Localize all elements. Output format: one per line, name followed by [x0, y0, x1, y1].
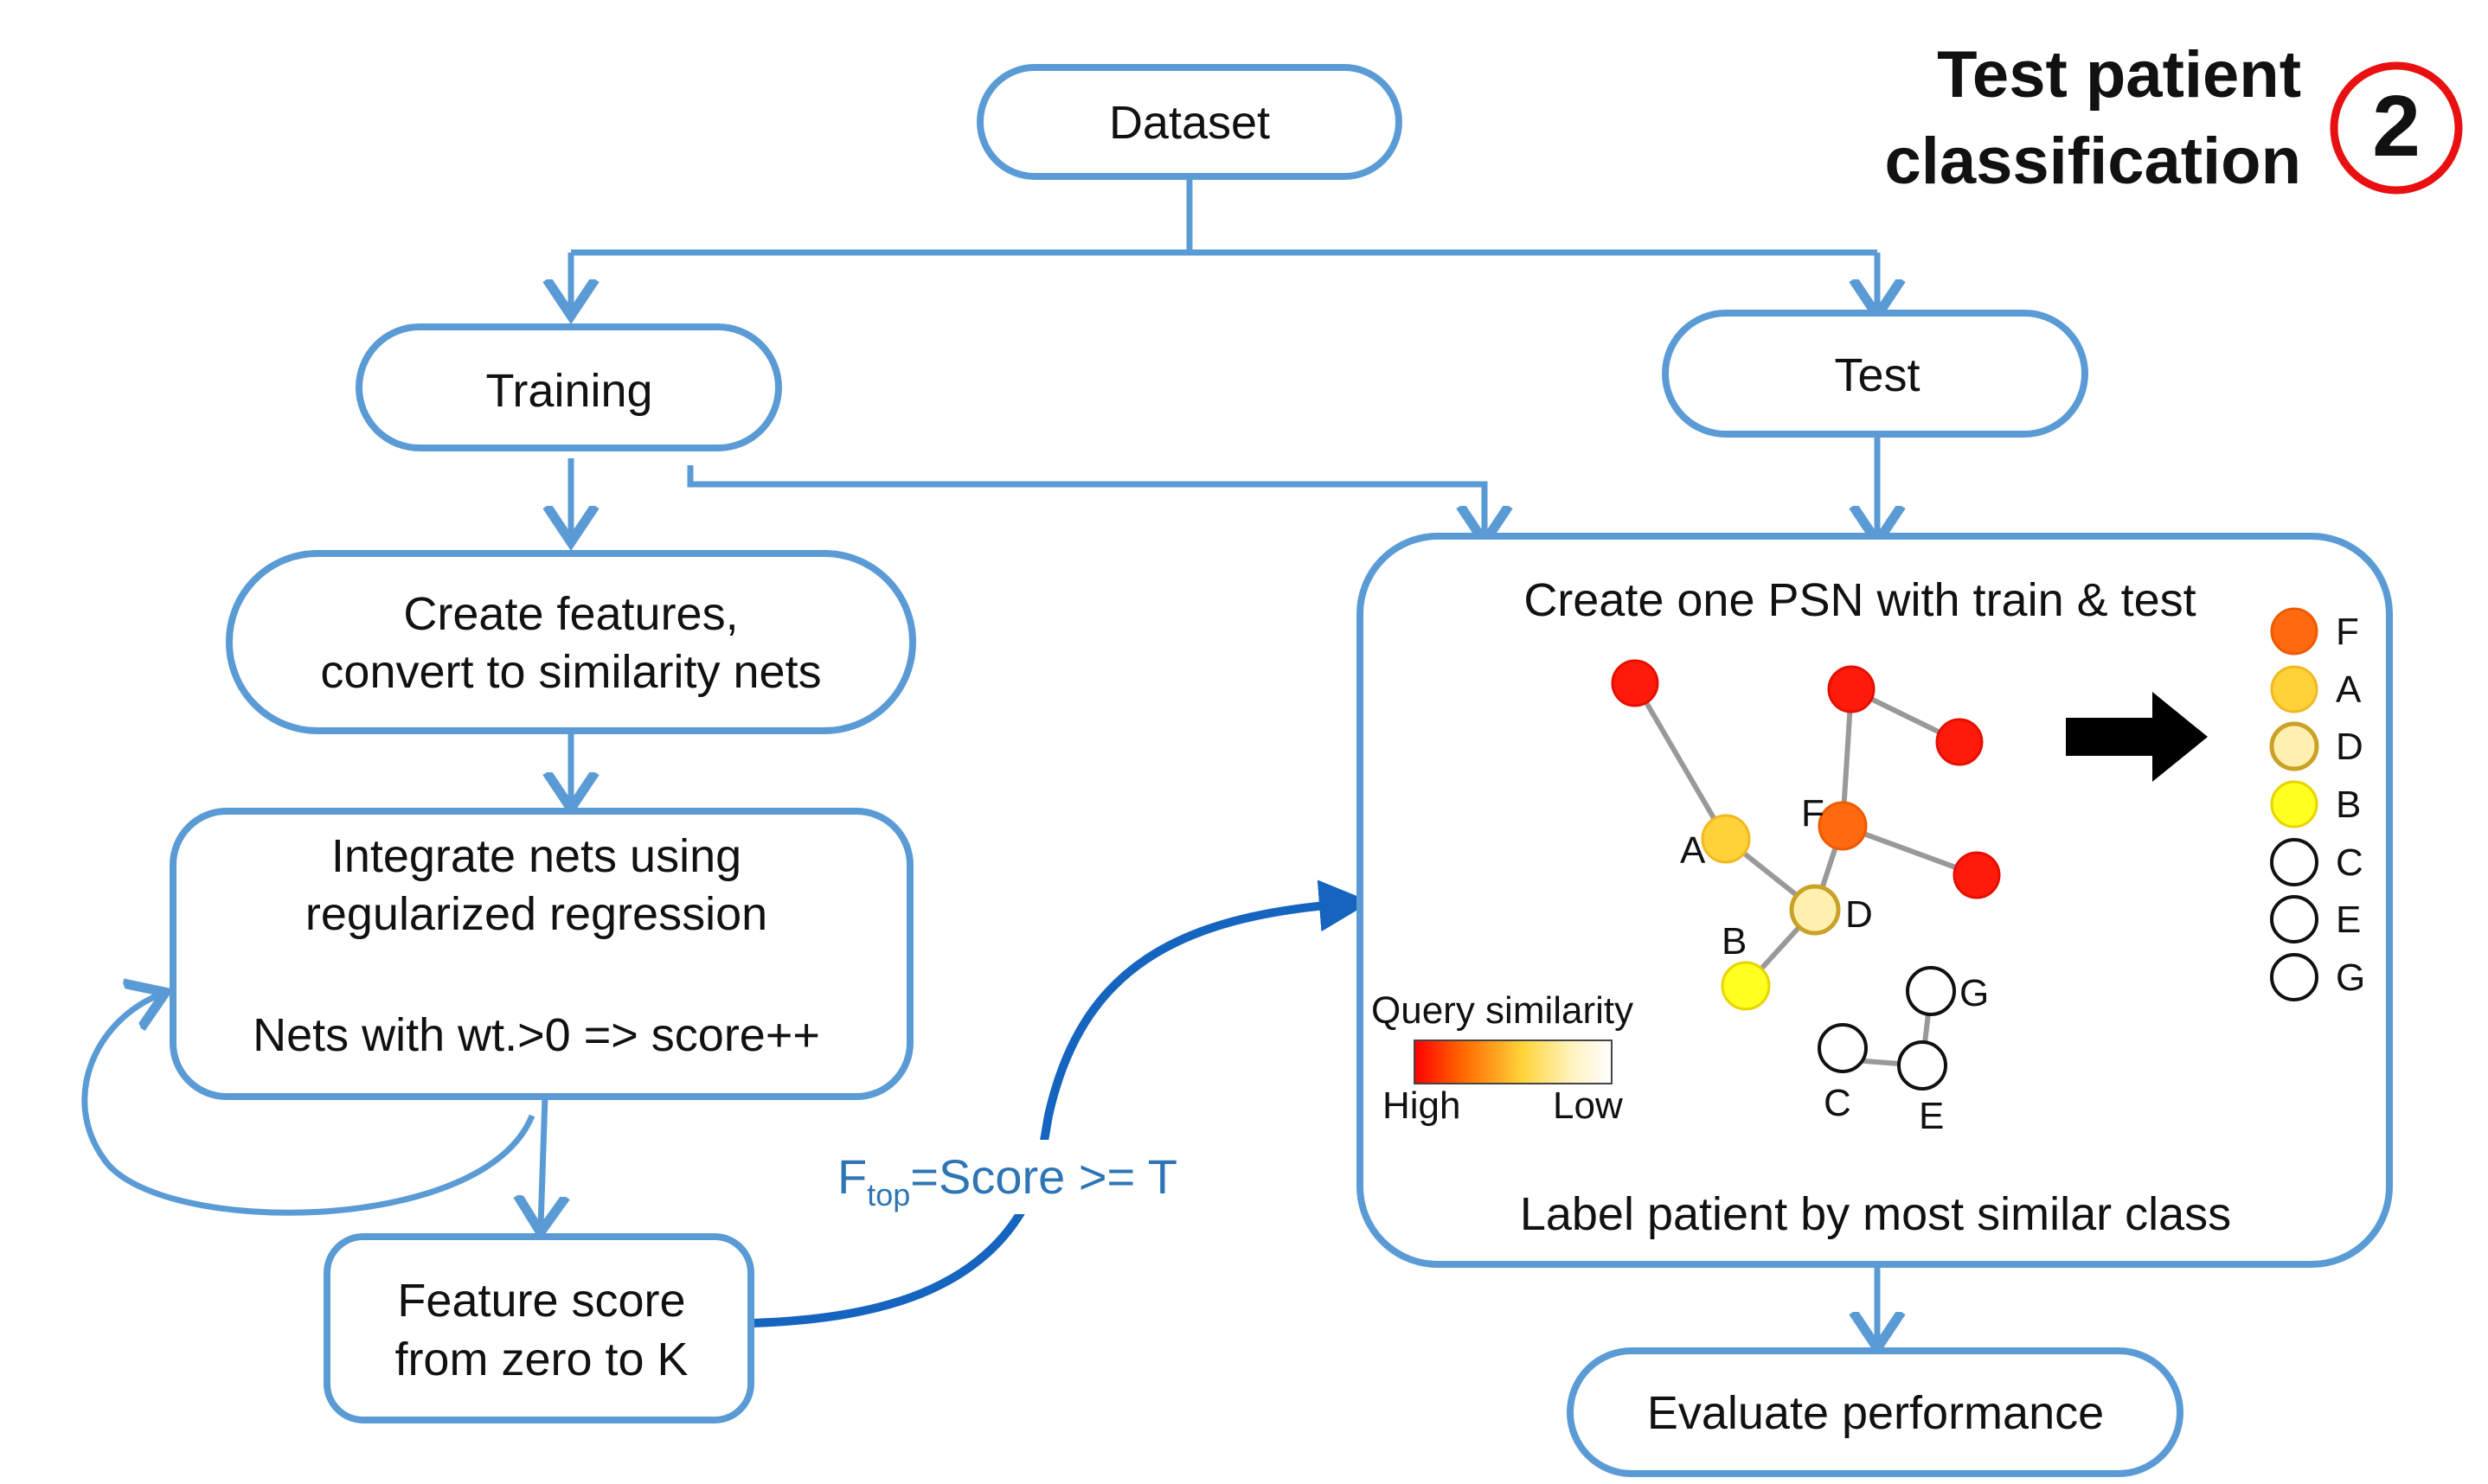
- arrow-training-to-psn: [687, 465, 1484, 536]
- node-c: [1818, 1023, 1868, 1073]
- node-unlabeled: [1827, 665, 1876, 713]
- threshold-label-suffix: =Score >= T: [910, 1149, 1177, 1204]
- node-f: [1818, 801, 1868, 851]
- patient-network: A F D B C E G: [1611, 659, 2001, 1137]
- create-features-box: Create features, convert to similarity n…: [226, 550, 916, 734]
- dataset-box: Dataset: [977, 64, 1402, 180]
- step-badge: 2: [2330, 61, 2463, 195]
- threshold-label-prefix: F: [837, 1149, 867, 1204]
- ranked-list-labels: F A D B C E G: [2336, 611, 2365, 999]
- node-b: [1721, 961, 1771, 1011]
- edge-r1-a: [1632, 681, 1728, 841]
- rank-node-a: [2270, 665, 2318, 713]
- evaluate-box-shape: [1567, 1347, 2183, 1477]
- rank-node-g: [2270, 953, 2318, 1001]
- legend-gradient-bar: [1414, 1039, 1613, 1084]
- node-label-a: A: [1680, 829, 1706, 872]
- training-box-shape: [356, 323, 782, 451]
- rank-node-c: [2270, 838, 2318, 886]
- threshold-curve-arrow: [752, 880, 1371, 1327]
- node-label-b: B: [1722, 920, 1747, 963]
- dataset-box-shape: [977, 64, 1402, 180]
- psn-box-shape: [1356, 533, 2393, 1268]
- create-features-box-shape: [226, 550, 916, 734]
- rank-label-a: A: [2336, 668, 2362, 711]
- rank-label-d: D: [2336, 726, 2363, 768]
- rank-node-f: [2270, 607, 2318, 656]
- header-title-line1: Test patient: [1937, 38, 2301, 112]
- dataset-label: Dataset: [1109, 97, 1270, 149]
- create-features-line2: convert to similarity nets: [320, 646, 821, 698]
- node-label-g: G: [1959, 972, 1989, 1014]
- similarity-legend: Query similarity High Low: [1371, 989, 1633, 1127]
- test-box: Test: [1662, 310, 2088, 438]
- evaluate-box: Evaluate performance: [1567, 1347, 2183, 1477]
- integrate-box: Integrate nets using regularized regress…: [170, 808, 914, 1100]
- evaluate-label: Evaluate performance: [1647, 1387, 2104, 1439]
- node-label-d: D: [1845, 893, 1873, 936]
- test-label: Test: [1834, 349, 1920, 401]
- header-title-line2: classification: [1884, 125, 2301, 198]
- legend-low-label: Low: [1553, 1084, 1623, 1127]
- node-unlabeled: [1953, 851, 2001, 899]
- rank-node-e: [2270, 895, 2318, 943]
- threshold-label-subscript: top: [867, 1177, 910, 1212]
- training-box: Training: [356, 323, 782, 451]
- loop-back-arrow: [81, 995, 535, 1216]
- legend-title: Query similarity: [1371, 989, 1633, 1032]
- result-arrow-icon: [2066, 692, 2208, 782]
- test-box-shape: [1662, 310, 2088, 438]
- node-unlabeled: [1611, 659, 1659, 707]
- ranked-list: F A D B C E G: [2269, 607, 2365, 1001]
- psn-box: Create one PSN with train & test Label p…: [1356, 533, 2393, 1268]
- node-label-c: C: [1824, 1082, 1851, 1124]
- step-badge-ring: [2330, 61, 2463, 195]
- node-label-e: E: [1919, 1095, 1944, 1137]
- integrate-box-shape: [170, 808, 914, 1100]
- header-title: Test patient classification: [1884, 38, 2301, 198]
- node-unlabeled: [1935, 718, 1984, 766]
- network-nodes: [1611, 659, 2001, 1091]
- integrate-line2: regularized regression: [305, 888, 767, 940]
- feature-score-box: Feature score from zero to K: [324, 1233, 754, 1423]
- rank-label-b: B: [2336, 784, 2361, 826]
- rank-node-b: [2270, 780, 2318, 828]
- integrate-line3: Nets with wt.>0 => score++: [253, 1009, 820, 1061]
- psn-footer: Label patient by most similar class: [1520, 1188, 2231, 1240]
- create-features-line1: Create features,: [403, 588, 738, 640]
- feature-score-box-shape: [324, 1233, 754, 1423]
- step-badge-number: 2: [2372, 78, 2421, 175]
- rank-label-e: E: [2336, 899, 2361, 941]
- legend-high-label: High: [1382, 1084, 1461, 1127]
- rank-label-c: C: [2336, 841, 2363, 884]
- node-e: [1897, 1040, 1947, 1091]
- rank-label-f: F: [2336, 611, 2359, 653]
- threshold-label: Ftop=Score >= T: [837, 1149, 1177, 1212]
- rank-label-g: G: [2336, 956, 2365, 999]
- arrow-integrate-to-score: [541, 1096, 545, 1226]
- feature-score-line2: from zero to K: [394, 1334, 688, 1385]
- node-labels: A F D B C E G: [1680, 792, 1989, 1137]
- rank-node-d: [2269, 721, 2319, 771]
- node-label-f: F: [1801, 792, 1824, 835]
- node-d: [1789, 884, 1841, 936]
- training-label: Training: [485, 365, 652, 417]
- connectors: [541, 180, 1877, 1342]
- feature-score-line1: Feature score: [397, 1275, 685, 1327]
- psn-title: Create one PSN with train & test: [1523, 574, 2196, 626]
- integrate-line1: Integrate nets using: [331, 830, 741, 882]
- node-a: [1701, 814, 1751, 864]
- node-g: [1906, 966, 1956, 1016]
- threshold-label-bg: [830, 1140, 1202, 1214]
